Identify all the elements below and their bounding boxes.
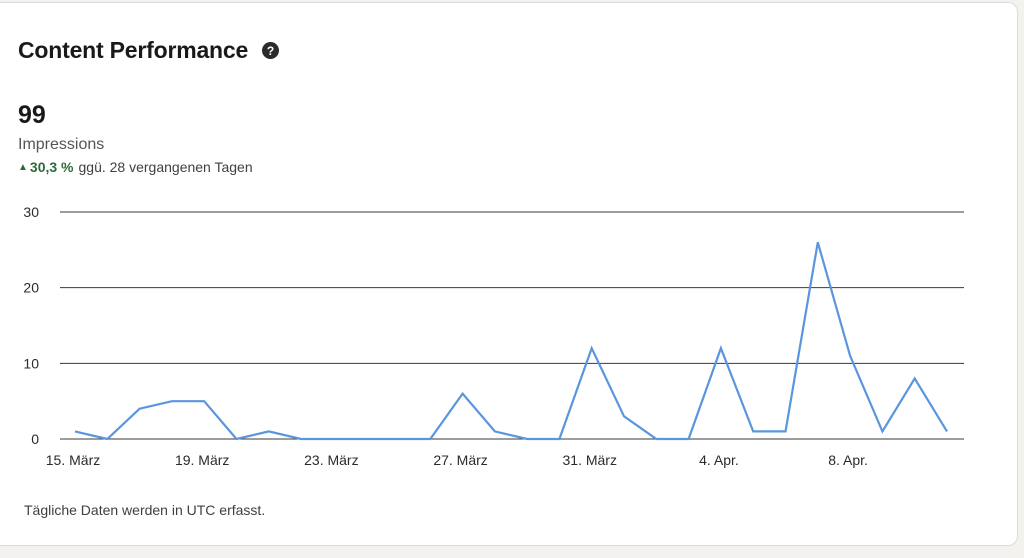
x-tick-label: 4. Apr. bbox=[699, 452, 739, 468]
data-point[interactable] bbox=[586, 342, 598, 354]
data-point[interactable] bbox=[876, 425, 888, 437]
data-point[interactable] bbox=[489, 425, 501, 437]
y-axis-ticks: 0 10 20 30 bbox=[23, 204, 39, 447]
data-point[interactable] bbox=[295, 433, 307, 445]
content-performance-card: Content Performance ? 99 Impressions ▲ 3… bbox=[0, 2, 1018, 546]
x-tick-label: 23. März bbox=[304, 452, 358, 468]
impressions-series-line bbox=[74, 241, 948, 441]
trend-indicator: ▲ 30,3 % ggü. 28 vergangenen Tagen bbox=[18, 159, 253, 175]
x-tick-label: 31. März bbox=[563, 452, 617, 468]
card-title: Content Performance bbox=[18, 37, 249, 63]
data-point[interactable] bbox=[134, 403, 146, 415]
data-point[interactable] bbox=[424, 433, 436, 445]
data-point[interactable] bbox=[941, 425, 953, 437]
data-point[interactable] bbox=[618, 410, 630, 422]
data-point[interactable] bbox=[844, 350, 856, 362]
data-point[interactable] bbox=[715, 342, 727, 354]
chart-grid bbox=[60, 211, 964, 440]
x-axis-ticks: 15. März 19. März 23. März 27. März 31. März… bbox=[46, 452, 868, 468]
data-point[interactable] bbox=[101, 433, 113, 445]
y-tick-label: 30 bbox=[23, 204, 39, 220]
data-point[interactable] bbox=[198, 395, 210, 407]
x-tick-label: 19. März bbox=[175, 452, 229, 468]
y-tick-label: 20 bbox=[23, 280, 39, 296]
x-tick-label: 15. März bbox=[46, 452, 100, 468]
data-point[interactable] bbox=[650, 433, 662, 445]
x-tick-label: 27. März bbox=[433, 452, 487, 468]
data-point[interactable] bbox=[69, 425, 81, 437]
question-circle-icon[interactable]: ? bbox=[262, 42, 280, 59]
data-point[interactable] bbox=[747, 425, 759, 437]
triangle-up-icon: ▲ bbox=[18, 161, 28, 173]
data-point[interactable] bbox=[521, 433, 533, 445]
impressions-value: 99 bbox=[18, 101, 46, 129]
impressions-line-chart: 0 10 20 30 15. März 19. März 23. März 27. März… bbox=[23, 204, 964, 468]
data-point[interactable] bbox=[166, 395, 178, 407]
data-point[interactable] bbox=[230, 433, 242, 445]
data-point[interactable] bbox=[327, 433, 339, 445]
data-point[interactable] bbox=[812, 236, 824, 248]
x-tick-label: 8. Apr. bbox=[828, 452, 868, 468]
trend-percentage: 30,3 % bbox=[29, 159, 74, 175]
utc-note: Tägliche Daten werden in UTC erfasst. bbox=[24, 502, 266, 518]
y-tick-label: 10 bbox=[23, 355, 39, 371]
data-point[interactable] bbox=[553, 433, 565, 445]
chart-series bbox=[69, 236, 953, 445]
data-point[interactable] bbox=[263, 425, 275, 437]
card-header: Content Performance ? bbox=[18, 37, 280, 64]
data-point[interactable] bbox=[457, 388, 469, 400]
impressions-label: Impressions bbox=[18, 136, 105, 153]
data-point[interactable] bbox=[392, 433, 404, 445]
trend-comparison-text: ggü. 28 vergangenen Tagen bbox=[78, 159, 253, 175]
data-point[interactable] bbox=[360, 433, 372, 445]
data-point[interactable] bbox=[909, 372, 921, 384]
y-tick-label: 0 bbox=[31, 431, 39, 447]
data-point[interactable] bbox=[780, 425, 792, 437]
data-point[interactable] bbox=[683, 433, 695, 445]
